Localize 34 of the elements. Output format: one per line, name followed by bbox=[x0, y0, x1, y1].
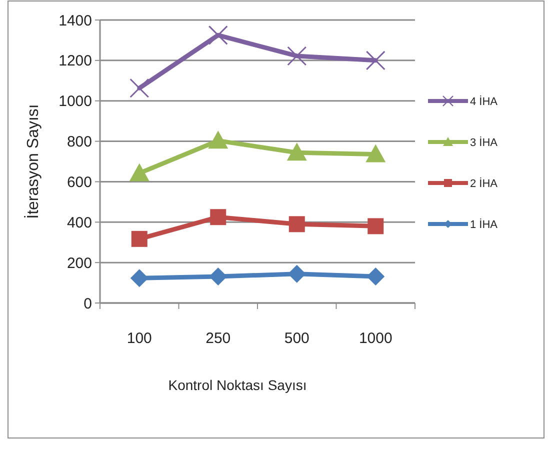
point bbox=[210, 209, 226, 226]
y-tick-label: 200 bbox=[66, 254, 92, 272]
y-tick-label: 1200 bbox=[58, 52, 92, 70]
point bbox=[288, 264, 306, 283]
legend-label: 2 İHA bbox=[470, 176, 498, 190]
point bbox=[287, 46, 307, 66]
y-tick-label: 600 bbox=[66, 174, 92, 191]
y-tick-label: 800 bbox=[66, 134, 92, 151]
point bbox=[130, 269, 148, 288]
point bbox=[130, 78, 150, 98]
legend-label: 1 İHA bbox=[470, 218, 498, 231]
x-tick-label: 1000 bbox=[358, 330, 392, 347]
point bbox=[286, 142, 307, 161]
x-tick-label: 500 bbox=[284, 330, 310, 347]
point bbox=[209, 268, 228, 286]
point bbox=[208, 130, 228, 149]
point bbox=[368, 218, 384, 234]
y-tick-label: 400 bbox=[66, 214, 92, 232]
x-tick-label: 250 bbox=[206, 330, 231, 347]
point bbox=[366, 268, 385, 286]
point bbox=[208, 25, 228, 45]
legend-label: 3 İHA bbox=[470, 136, 498, 149]
point bbox=[366, 50, 386, 70]
point bbox=[131, 230, 148, 247]
y-tick-label: 0 bbox=[84, 295, 92, 312]
y-tick-label: 1400 bbox=[58, 12, 92, 30]
x-tick-label: 100 bbox=[126, 330, 152, 347]
legend-label: 4 İHA bbox=[470, 94, 498, 108]
point bbox=[366, 144, 386, 162]
y-tick-label: 1000 bbox=[58, 93, 92, 110]
point bbox=[288, 216, 305, 232]
point bbox=[129, 163, 150, 182]
x-axis-title: Kontrol Noktası Sayısı bbox=[168, 377, 307, 393]
y-axis-title: İterasyon Sayısı bbox=[24, 104, 42, 219]
